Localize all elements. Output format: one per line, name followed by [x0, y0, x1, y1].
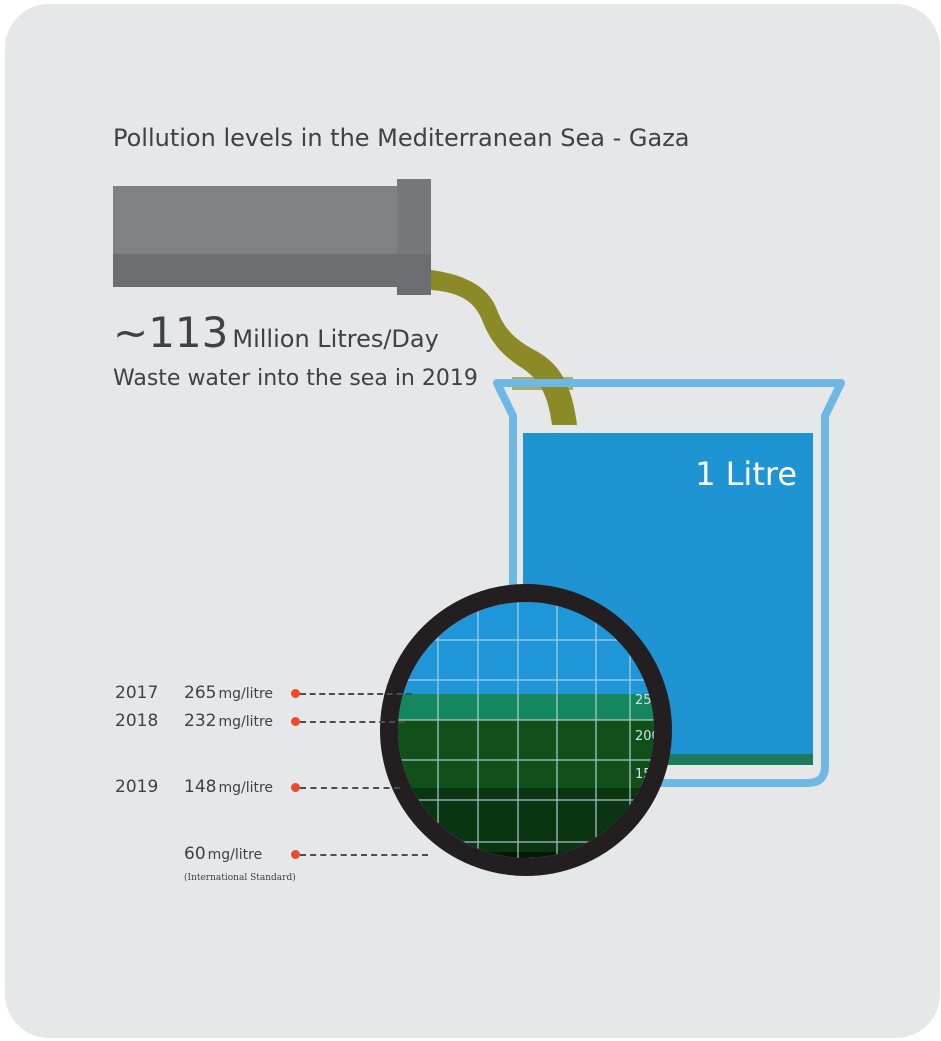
marker-dot: [291, 850, 300, 859]
beaker-label: 1 Litre: [695, 455, 797, 493]
infographic-title: Pollution levels in the Mediterranean Se…: [113, 124, 690, 152]
volume-number: ~113: [113, 308, 229, 357]
volume-description: Waste water into the sea in 2019: [113, 366, 478, 391]
measurement-year: 2018: [115, 711, 159, 731]
measurement-2018: 2018 232 mg/litre: [0, 711, 420, 737]
leader-line: [300, 693, 412, 695]
measurement-standard: 60 mg/litre: [0, 844, 428, 870]
pipe-icon: [113, 179, 431, 295]
standard-note: (International Standard): [184, 873, 296, 883]
scale-tick-label: 200: [635, 729, 660, 744]
magnifier-lens: 35030025020015010050: [398, 602, 660, 862]
scale-tick-label: 250: [635, 693, 660, 708]
measurement-value: 265 mg/litre: [184, 683, 274, 703]
leader-line: [300, 854, 428, 856]
marker-dot: [291, 783, 300, 792]
leader-line: [300, 787, 400, 789]
scale-tick-label: 50: [635, 847, 652, 862]
measurement-value: 60 mg/litre: [184, 844, 263, 864]
volume-unit: Million Litres/Day: [232, 325, 439, 353]
magnifier-ring: [380, 584, 672, 876]
measurement-2017: 2017 265 mg/litre: [0, 683, 420, 709]
measurement-year: 2019: [115, 777, 159, 797]
level-2017-band: [398, 694, 654, 720]
leader-line: [300, 721, 405, 723]
level-2018-band: [398, 720, 654, 788]
marker-dot: [291, 689, 300, 698]
marker-dot: [291, 717, 300, 726]
volume-figure: ~113 Million Litres/Day: [113, 312, 439, 354]
measurement-value: 148 mg/litre: [184, 777, 274, 797]
measurement-2019: 2019 148 mg/litre: [0, 777, 420, 803]
measurement-value: 232 mg/litre: [184, 711, 274, 731]
measurement-year: 2017: [115, 683, 159, 703]
level-standard-band: [398, 852, 654, 858]
